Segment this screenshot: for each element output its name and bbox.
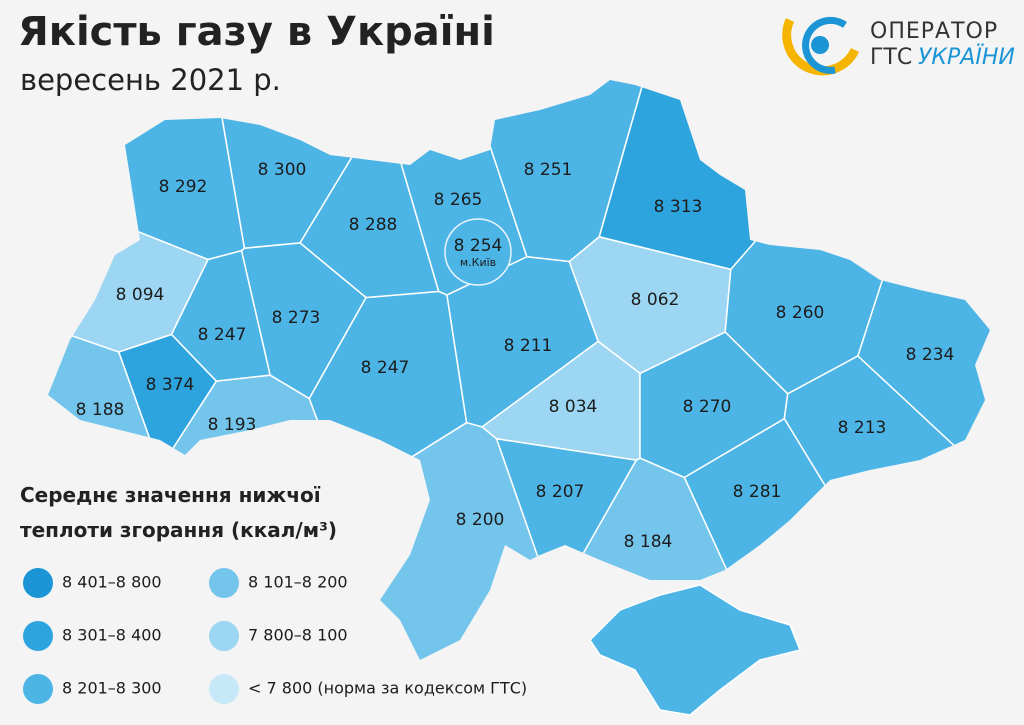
- legend-swatch: [23, 568, 53, 598]
- legend-swatch: [209, 674, 239, 704]
- logo: ОПЕРАТОР ГТС УКРАЇНИ: [782, 16, 1015, 76]
- region-label: 8 062: [631, 290, 680, 310]
- kyiv-label: 8 254: [454, 236, 503, 256]
- region-label: 8 247: [198, 325, 247, 345]
- region-label: 8 288: [349, 215, 398, 235]
- region-label: 8 251: [524, 160, 573, 180]
- subtitle: вересень 2021 р.: [20, 63, 281, 97]
- region-label: 8 213: [838, 418, 887, 438]
- legend-label: < 7 800 (норма за кодексом ГТС): [248, 679, 527, 698]
- region-label: 8 265: [434, 190, 483, 210]
- region-label: 8 260: [776, 303, 825, 323]
- crimea: [589, 584, 802, 716]
- legend-label: 8 101–8 200: [248, 573, 348, 592]
- logo-text: ГТС: [870, 45, 912, 70]
- title: Якість газу в Україні: [18, 9, 495, 55]
- region-label: 8 270: [683, 397, 732, 417]
- legend-label: 7 800–8 100: [248, 626, 348, 645]
- logo-arc: [802, 16, 848, 74]
- region-labels: 8 292 8 300 8 288 8 265 8 251 8 313 8 094 8 247…: [76, 160, 955, 552]
- legend-swatch: [23, 621, 53, 651]
- region-label: 8 034: [549, 397, 598, 417]
- region-label: 8 247: [361, 358, 410, 378]
- region-label: 8 211: [504, 336, 553, 356]
- logo-text: УКРАЇНИ: [918, 44, 1015, 70]
- legend-label: 8 401–8 800: [62, 573, 162, 592]
- region-label: 8 313: [654, 197, 703, 217]
- region-label: 8 374: [146, 375, 195, 395]
- region-label: 8 193: [208, 415, 257, 435]
- logo-arc: [782, 18, 860, 76]
- region-label: 8 300: [258, 160, 307, 180]
- legend-swatch: [209, 568, 239, 598]
- legend-label: 8 201–8 300: [62, 679, 162, 698]
- region-label: 8 292: [159, 177, 208, 197]
- kyiv-city: 8 254 м.Київ: [444, 218, 512, 286]
- region-label: 8 188: [76, 400, 125, 420]
- region-label: 8 094: [116, 285, 165, 305]
- kyiv-sublabel: м.Київ: [460, 256, 496, 269]
- legend-swatch: [209, 621, 239, 651]
- legend-title: теплоти згорання (ккал/м³): [20, 518, 337, 542]
- region-label: 8 273: [272, 308, 321, 328]
- legend-label: 8 301–8 400: [62, 626, 162, 645]
- legend: 8 401–8 800 8 301–8 400 8 201–8 300 8 101–8…: [23, 568, 527, 704]
- region-label: 8 207: [536, 482, 585, 502]
- legend-title: Середнє значення нижчої: [20, 483, 321, 507]
- region-label: 8 281: [733, 482, 782, 502]
- region-label: 8 234: [906, 345, 955, 365]
- logo-dot: [811, 36, 829, 54]
- kyiv-circle: [444, 218, 512, 286]
- legend-swatch: [23, 674, 53, 704]
- region-label: 8 200: [456, 510, 505, 530]
- logo-text: ОПЕРАТОР: [870, 19, 998, 44]
- region-label: 8 184: [624, 532, 673, 552]
